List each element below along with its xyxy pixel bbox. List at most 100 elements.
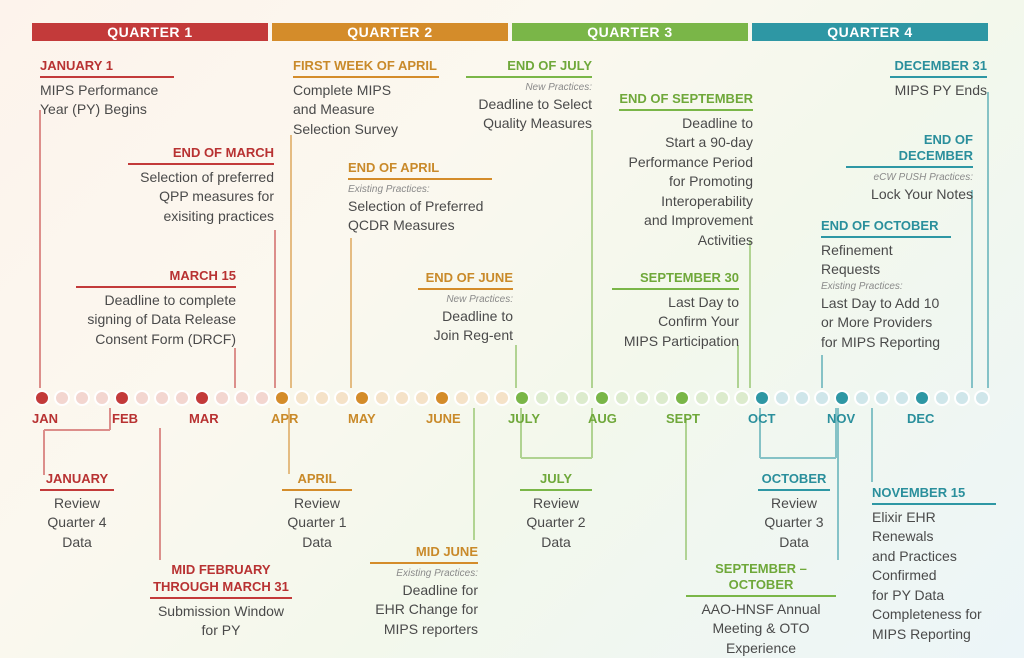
event-title: END OF JUNE: [425, 270, 513, 285]
event-body: Review Quarter 4 Data: [47, 494, 107, 550]
timeline-month-dot: [594, 390, 610, 406]
month-mar: MAR: [189, 411, 219, 426]
month-aug: AUG: [588, 411, 617, 426]
timeline-dot: [254, 390, 270, 406]
quarter-1-header: QUARTER 1: [32, 23, 268, 41]
timeline-dot: [654, 390, 670, 406]
event-subtitle: Existing Practices:: [396, 567, 478, 579]
event-january-review: JANUARY Review Quarter 4 Data: [40, 469, 114, 552]
timeline-dot: [954, 390, 970, 406]
timeline-month-dot: [914, 390, 930, 406]
event-end-of-june: END OF JUNE New Practices: Deadline to J…: [418, 268, 513, 346]
event-title: END OF MARCH: [172, 145, 274, 160]
timeline-month-dot: [34, 390, 50, 406]
event-body: Deadline for EHR Change for MIPS reporte…: [375, 581, 478, 637]
timeline-dot: [814, 390, 830, 406]
timeline-dot: [554, 390, 570, 406]
event-body: Deadline to Join Reg-ent: [433, 307, 513, 344]
month-nov: NOV: [827, 411, 856, 426]
timeline-month-dot: [834, 390, 850, 406]
timeline-dot: [214, 390, 230, 406]
timeline-dot: [494, 390, 510, 406]
event-end-of-april: END OF APRIL Existing Practices: Selecti…: [348, 158, 492, 236]
event-body: Selection of preferred QPP measures for …: [140, 168, 274, 224]
event-title: OCTOBER: [761, 471, 827, 486]
event-january-1: JANUARY 1 MIPS Performance Year (PY) Beg…: [40, 56, 174, 120]
event-body: Review Quarter 3 Data: [764, 494, 824, 550]
timeline-dot: [394, 390, 410, 406]
month-apr: APR: [271, 411, 299, 426]
event-july-review: JULY Review Quarter 2 Data: [520, 469, 592, 552]
quarter-2-header: QUARTER 2: [272, 23, 508, 41]
event-title: JANUARY 1: [40, 58, 113, 73]
timeline-dot: [74, 390, 90, 406]
event-body: Last Day to Confirm Your MIPS Participat…: [623, 293, 739, 349]
event-title: END OF SEPTEMBER: [619, 91, 753, 106]
event-body: MIPS Performance Year (PY) Begins: [40, 81, 159, 118]
timeline-dot: [794, 390, 810, 406]
timeline-dot: [774, 390, 790, 406]
event-title: FIRST WEEK OF APRIL: [293, 58, 437, 73]
event-subtitle: New Practices:: [525, 81, 592, 93]
timeline-month-dot: [274, 390, 290, 406]
month-june: JUNE: [426, 411, 461, 426]
event-body: Review Quarter 2 Data: [526, 494, 586, 550]
timeline-dot: [614, 390, 630, 406]
event-end-of-march: END OF MARCH Selection of preferred QPP …: [128, 143, 274, 226]
event-end-of-september: END OF SEPTEMBER Deadline to Start a 90-…: [619, 89, 753, 250]
month-jan: JAN: [32, 411, 59, 426]
event-title: MARCH 15: [169, 268, 236, 283]
event-title: DECEMBER 31: [894, 58, 987, 73]
timeline-dot: [174, 390, 190, 406]
timeline-month-dot: [354, 390, 370, 406]
event-body: Deadline to Start a 90-day Performance P…: [628, 114, 753, 248]
timeline-dot: [874, 390, 890, 406]
event-body: AAO-HNSF Annual Meeting & OTO Experience: [701, 600, 821, 656]
event-end-of-july: END OF JULY New Practices: Deadline to S…: [466, 56, 592, 134]
event-body-2: Last Day to Add 10 or More Providers for…: [821, 294, 941, 350]
timeline-dot: [894, 390, 910, 406]
month-may: MAY: [348, 411, 376, 426]
event-title: SEPTEMBER 30: [640, 270, 739, 285]
event-title: END OF DECEMBER: [898, 132, 973, 163]
timeline-dot: [134, 390, 150, 406]
event-end-of-october: END OF OCTOBER Refinement Requests Exist…: [821, 216, 951, 352]
event-mid-june: MID JUNE Existing Practices: Deadline fo…: [370, 542, 478, 639]
event-body: Elixir EHR Renewals and Practices Confir…: [872, 508, 982, 642]
event-title: JANUARY: [45, 471, 109, 486]
timeline-dot: [634, 390, 650, 406]
event-body: Refinement Requests: [821, 241, 893, 278]
timeline-month-dot: [194, 390, 210, 406]
month-dec: DEC: [907, 411, 935, 426]
event-title: MID JUNE: [415, 544, 478, 559]
timeline-dot: [414, 390, 430, 406]
event-body: Review Quarter 1 Data: [287, 494, 347, 550]
event-body: Selection of Preferred QCDR Measures: [348, 197, 484, 234]
event-subtitle: eCW PUSH Practices:: [873, 171, 973, 183]
event-body: Submission Window for PY: [157, 602, 285, 639]
timeline-dot: [94, 390, 110, 406]
event-first-week-april: FIRST WEEK OF APRIL Complete MIPS and Me…: [293, 56, 439, 139]
quarter-4-header: QUARTER 4: [752, 23, 988, 41]
event-november-15: NOVEMBER 15 Elixir EHR Renewals and Prac…: [872, 483, 996, 644]
timeline-month-dot: [674, 390, 690, 406]
timeline-month-dot: [114, 390, 130, 406]
month-july: JULY: [508, 411, 541, 426]
event-title: END OF APRIL: [348, 160, 440, 175]
timeline-dot: [854, 390, 870, 406]
event-title: MID FEBRUARY THROUGH MARCH 31: [153, 562, 289, 594]
event-april-review: APRIL Review Quarter 1 Data: [282, 469, 352, 552]
quarter-3-header: QUARTER 3: [512, 23, 748, 41]
event-subtitle: Existing Practices:: [821, 280, 903, 292]
event-body: MIPS PY Ends: [894, 81, 987, 98]
event-september-30: SEPTEMBER 30 Last Day to Confirm Your MI…: [612, 268, 739, 351]
timeline-dot: [534, 390, 550, 406]
timeline-dot: [334, 390, 350, 406]
event-december-31: DECEMBER 31 MIPS PY Ends: [890, 56, 987, 100]
event-body: Lock Your Notes: [871, 185, 973, 202]
timeline-dot: [974, 390, 990, 406]
event-title: END OF JULY: [507, 58, 592, 73]
timeline-dot: [934, 390, 950, 406]
timeline-dot: [154, 390, 170, 406]
timeline-dot: [694, 390, 710, 406]
